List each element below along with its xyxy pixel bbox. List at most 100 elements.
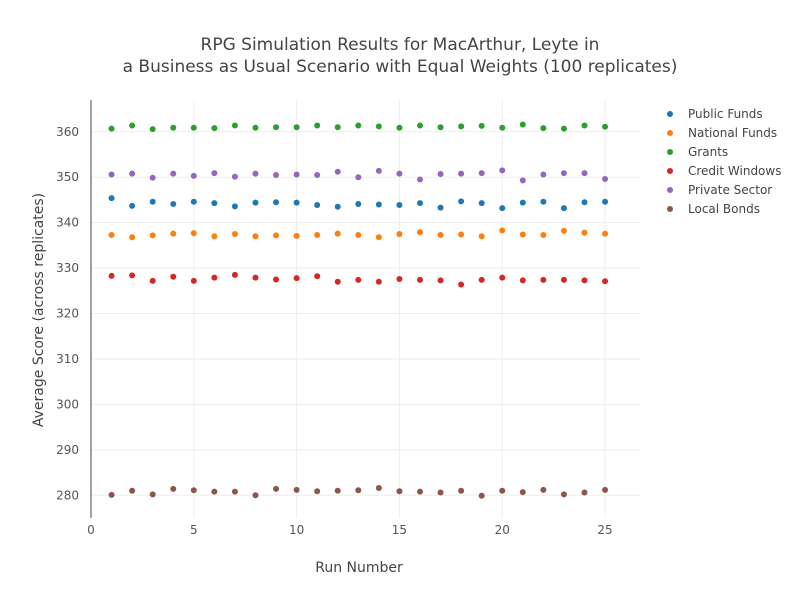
data-point[interactable]: [170, 485, 177, 492]
data-point[interactable]: [581, 170, 588, 177]
data-point[interactable]: [334, 278, 341, 285]
data-point[interactable]: [211, 125, 218, 132]
data-point[interactable]: [129, 234, 136, 241]
data-point[interactable]: [252, 274, 259, 281]
data-point[interactable]: [560, 227, 567, 234]
data-point[interactable]: [560, 491, 567, 498]
data-point[interactable]: [314, 273, 321, 280]
data-point[interactable]: [396, 170, 403, 177]
data-point[interactable]: [149, 126, 156, 133]
data-point[interactable]: [499, 167, 506, 174]
data-point[interactable]: [375, 167, 382, 174]
data-point[interactable]: [499, 124, 506, 131]
data-point[interactable]: [334, 230, 341, 237]
data-point[interactable]: [334, 168, 341, 175]
data-point[interactable]: [519, 121, 526, 128]
data-point[interactable]: [273, 232, 280, 239]
data-point[interactable]: [170, 170, 177, 177]
legend-item[interactable]: Public Funds: [667, 107, 763, 121]
data-point[interactable]: [129, 487, 136, 494]
data-point[interactable]: [211, 233, 218, 240]
legend-item[interactable]: National Funds: [667, 126, 777, 140]
data-point[interactable]: [149, 198, 156, 205]
data-point[interactable]: [560, 205, 567, 212]
data-point[interactable]: [519, 231, 526, 238]
data-point[interactable]: [129, 170, 136, 177]
data-point[interactable]: [355, 487, 362, 494]
data-point[interactable]: [602, 486, 609, 493]
data-point[interactable]: [314, 201, 321, 208]
data-point[interactable]: [149, 174, 156, 181]
data-point[interactable]: [602, 176, 609, 183]
data-point[interactable]: [108, 171, 115, 178]
data-point[interactable]: [190, 277, 197, 284]
data-point[interactable]: [416, 276, 423, 283]
data-point[interactable]: [581, 277, 588, 284]
data-point[interactable]: [108, 272, 115, 279]
data-point[interactable]: [602, 123, 609, 130]
data-point[interactable]: [396, 124, 403, 131]
data-point[interactable]: [519, 177, 526, 184]
data-point[interactable]: [540, 276, 547, 283]
data-point[interactable]: [581, 122, 588, 129]
data-point[interactable]: [478, 200, 485, 207]
data-point[interactable]: [458, 231, 465, 238]
data-point[interactable]: [375, 201, 382, 208]
data-point[interactable]: [581, 489, 588, 496]
data-point[interactable]: [252, 124, 259, 131]
data-point[interactable]: [560, 170, 567, 177]
data-point[interactable]: [231, 203, 238, 210]
data-point[interactable]: [437, 231, 444, 238]
data-point[interactable]: [211, 170, 218, 177]
data-point[interactable]: [540, 198, 547, 205]
data-point[interactable]: [252, 170, 259, 177]
data-point[interactable]: [375, 278, 382, 285]
data-point[interactable]: [540, 231, 547, 238]
data-point[interactable]: [416, 200, 423, 207]
data-point[interactable]: [129, 202, 136, 209]
data-point[interactable]: [293, 199, 300, 206]
data-point[interactable]: [540, 171, 547, 178]
legend-item[interactable]: Local Bonds: [667, 202, 760, 216]
data-point[interactable]: [602, 230, 609, 237]
data-point[interactable]: [355, 276, 362, 283]
data-point[interactable]: [149, 232, 156, 239]
data-point[interactable]: [375, 234, 382, 241]
data-point[interactable]: [108, 195, 115, 202]
data-point[interactable]: [355, 174, 362, 181]
data-point[interactable]: [211, 488, 218, 495]
data-point[interactable]: [129, 122, 136, 129]
data-point[interactable]: [231, 271, 238, 278]
data-point[interactable]: [458, 170, 465, 177]
data-point[interactable]: [499, 227, 506, 234]
data-point[interactable]: [314, 171, 321, 178]
data-point[interactable]: [108, 231, 115, 238]
data-point[interactable]: [334, 487, 341, 494]
data-point[interactable]: [211, 274, 218, 281]
data-point[interactable]: [416, 176, 423, 183]
legend-item[interactable]: Credit Windows: [667, 164, 781, 178]
data-point[interactable]: [149, 491, 156, 498]
data-point[interactable]: [108, 491, 115, 498]
legend-item[interactable]: Grants: [667, 145, 728, 159]
data-point[interactable]: [458, 487, 465, 494]
data-point[interactable]: [231, 122, 238, 129]
data-point[interactable]: [190, 230, 197, 237]
data-point[interactable]: [129, 272, 136, 279]
data-point[interactable]: [396, 231, 403, 238]
data-point[interactable]: [458, 281, 465, 288]
data-point[interactable]: [416, 488, 423, 495]
data-point[interactable]: [170, 124, 177, 131]
data-point[interactable]: [355, 201, 362, 208]
data-point[interactable]: [314, 488, 321, 495]
data-point[interactable]: [540, 125, 547, 132]
data-point[interactable]: [581, 199, 588, 206]
data-point[interactable]: [170, 201, 177, 208]
data-point[interactable]: [602, 278, 609, 285]
data-point[interactable]: [108, 125, 115, 132]
data-point[interactable]: [231, 488, 238, 495]
data-point[interactable]: [190, 487, 197, 494]
data-point[interactable]: [519, 199, 526, 206]
data-point[interactable]: [273, 124, 280, 131]
data-point[interactable]: [170, 230, 177, 237]
